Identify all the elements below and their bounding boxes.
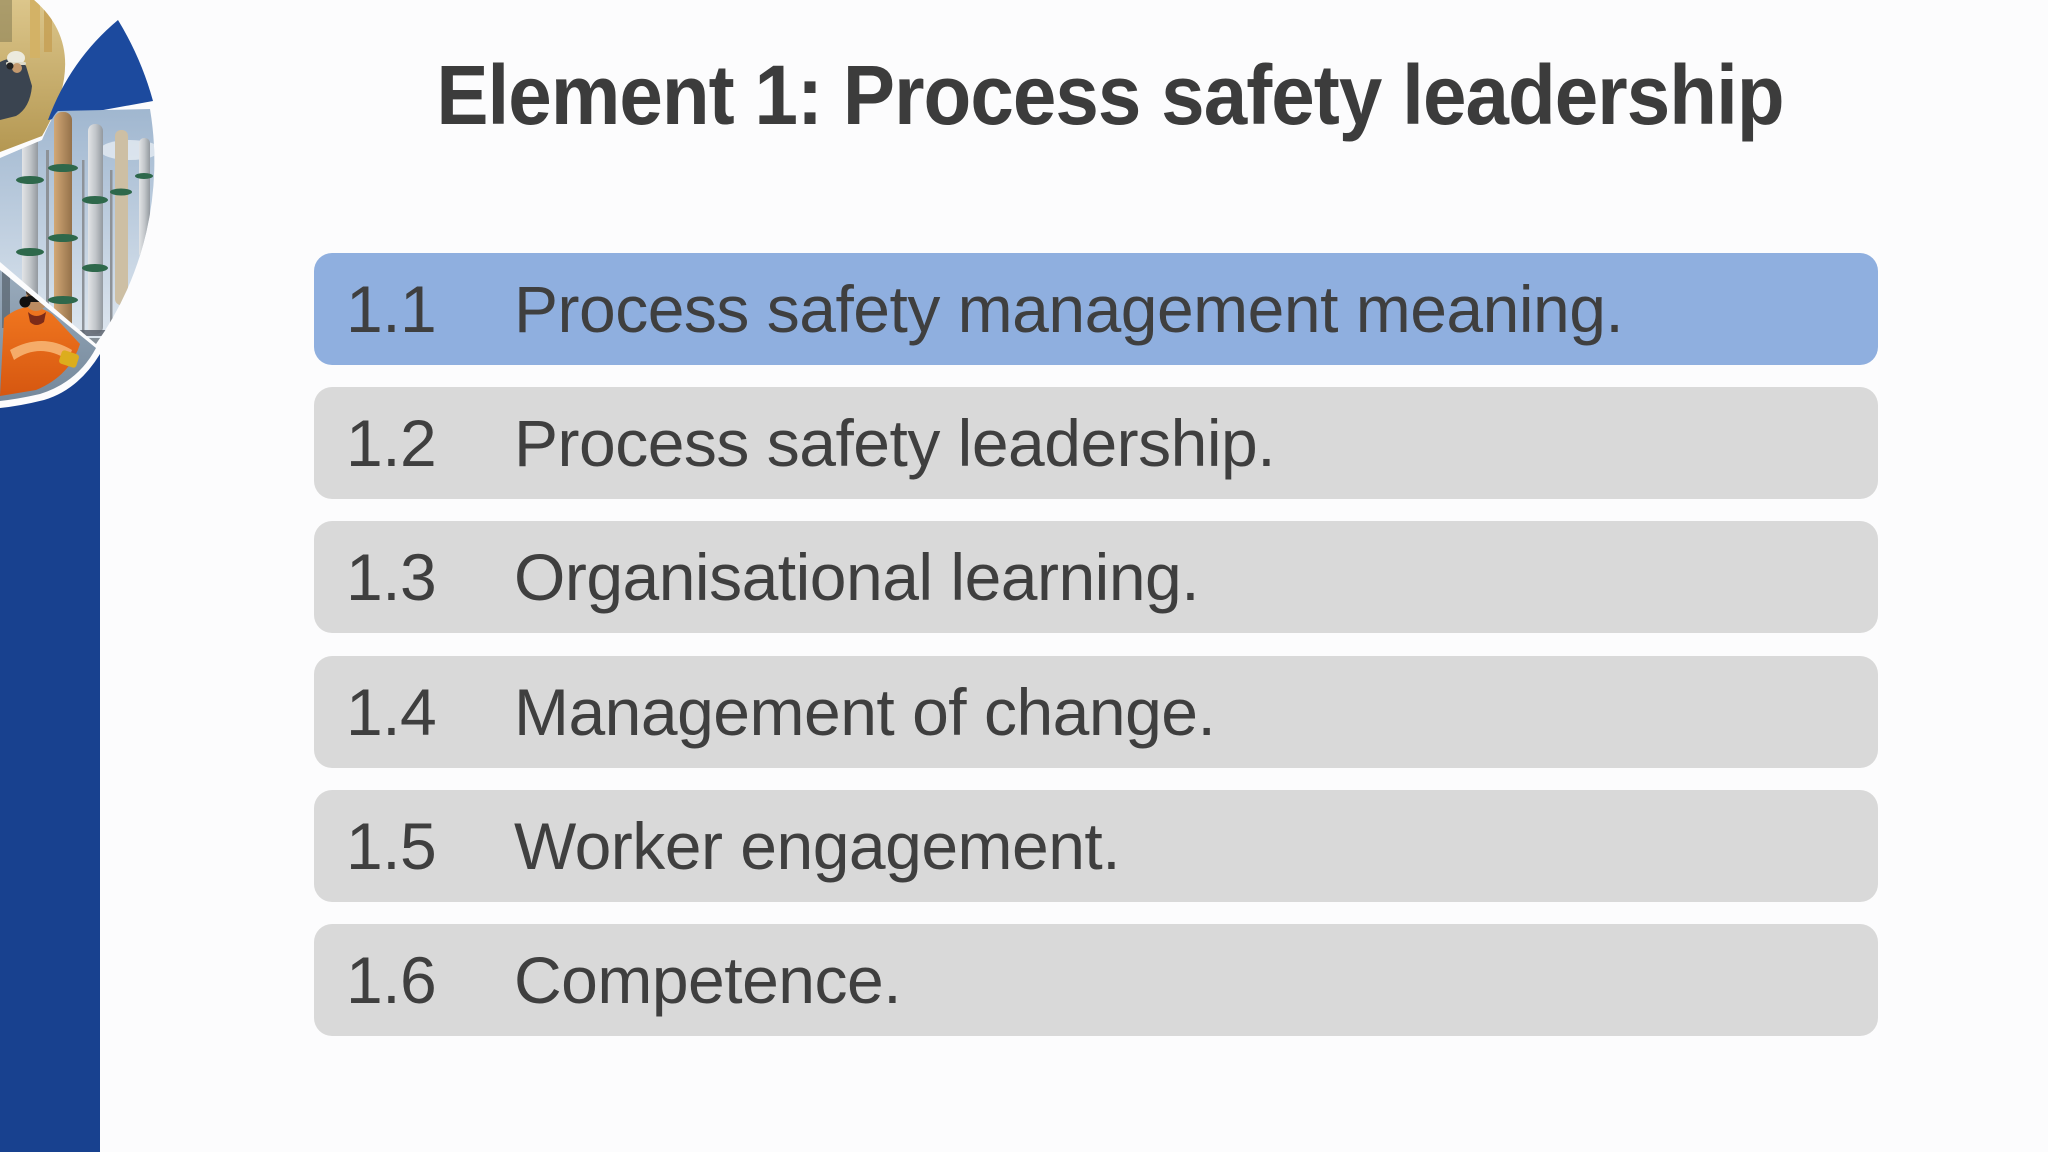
item-label: Worker engagement. bbox=[514, 809, 1121, 883]
item-number: 1.4 bbox=[346, 675, 437, 749]
item-label: Process safety leadership. bbox=[514, 406, 1276, 480]
list-item: 1.4 Management of change. bbox=[314, 656, 1878, 768]
item-number: 1.3 bbox=[346, 540, 437, 614]
list-item: 1.3 Organisational learning. bbox=[314, 521, 1878, 633]
item-number: 1.2 bbox=[346, 406, 437, 480]
item-number: 1.6 bbox=[346, 943, 437, 1017]
blue-wedge bbox=[48, 20, 153, 120]
list-item: 1.5 Worker engagement. bbox=[314, 790, 1878, 902]
item-number: 1.1 bbox=[346, 272, 437, 346]
item-label: Management of change. bbox=[514, 675, 1216, 749]
item-label: Process safety management meaning. bbox=[514, 272, 1624, 346]
item-label: Organisational learning. bbox=[514, 540, 1200, 614]
list-item: 1.1 Process safety management meaning. bbox=[314, 253, 1878, 365]
page-title: Element 1: Process safety leadership bbox=[436, 47, 1784, 142]
list-item: 1.2 Process safety leadership. bbox=[314, 387, 1878, 499]
vertical-accent-bar bbox=[0, 354, 100, 1152]
item-number: 1.5 bbox=[346, 809, 437, 883]
item-label: Competence. bbox=[514, 943, 902, 1017]
list-item: 1.6 Competence. bbox=[314, 924, 1878, 1036]
photo-collage bbox=[0, 0, 155, 1152]
